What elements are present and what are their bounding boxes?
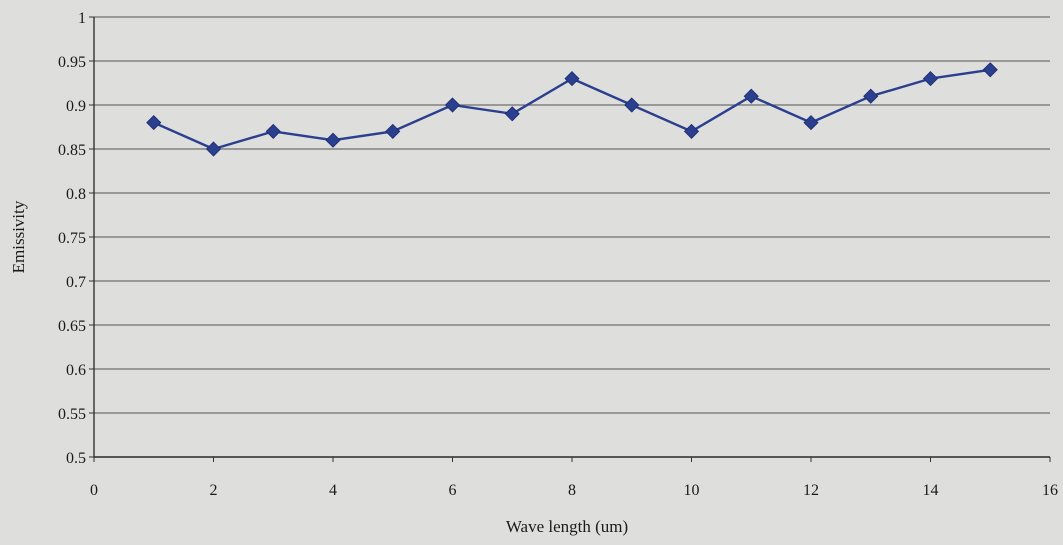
x-tick-label: 6	[449, 482, 457, 499]
data-point-marker	[803, 115, 819, 131]
x-tick-label: 4	[329, 482, 337, 499]
x-tick-labels: 0 2 4 6 8 10 12 14 16	[90, 482, 1058, 499]
x-tick-label: 10	[684, 482, 700, 499]
x-axis-label: Wave length (um)	[506, 517, 628, 536]
y-tick-label: 0.65	[58, 318, 86, 335]
y-tick-label: 0.9	[66, 98, 86, 115]
y-tick-label: 0.8	[66, 186, 86, 203]
x-tick-label: 16	[1042, 482, 1058, 499]
y-tick-label: 0.85	[58, 142, 86, 159]
data-point-marker	[444, 97, 461, 113]
y-tick-labels: 0.5 0.55 0.6 0.65 0.7 0.75 0.8 0.85 0.9 0.95 1	[58, 10, 86, 467]
data-point-marker	[564, 71, 580, 87]
data-point-marker	[325, 132, 341, 148]
y-tick-label: 0.6	[66, 362, 86, 379]
y-tick-label: 0.5	[66, 450, 86, 467]
y-tick-label: 0.7	[66, 274, 86, 291]
data-point-marker	[504, 106, 520, 122]
y-tick-label: 0.95	[58, 54, 86, 71]
y-axis-label: Emissivity	[9, 200, 28, 273]
y-tick-label: 0.55	[58, 406, 86, 423]
data-point-marker	[265, 123, 281, 139]
series	[146, 62, 998, 157]
axes	[89, 16, 1051, 462]
data-point-marker	[922, 71, 939, 87]
x-tick-label: 0	[90, 482, 98, 499]
x-tick-label: 14	[923, 482, 939, 499]
data-point-marker	[863, 88, 879, 104]
data-point-marker	[683, 123, 700, 139]
y-tick-label: 0.75	[58, 230, 86, 247]
x-tick-label: 2	[210, 482, 218, 499]
data-point-marker	[205, 141, 222, 157]
data-point-marker	[624, 97, 640, 113]
x-tick-label: 8	[568, 482, 576, 499]
data-point-marker	[385, 123, 401, 139]
x-tick-label: 12	[803, 482, 819, 499]
y-tick-label: 1	[78, 10, 86, 27]
data-point-marker	[146, 115, 162, 131]
data-point-marker	[743, 88, 759, 104]
gridlines	[94, 16, 1050, 458]
data-point-marker	[982, 62, 998, 78]
